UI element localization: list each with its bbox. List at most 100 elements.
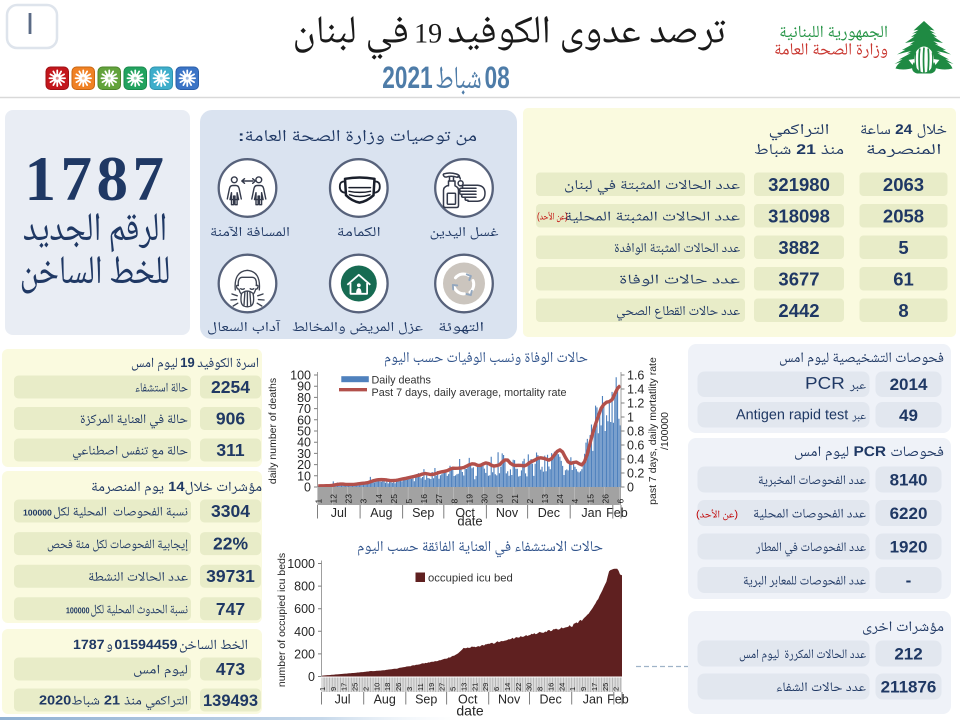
svg-text:17: 17 [590, 683, 599, 691]
svg-text:26: 26 [394, 683, 403, 691]
svg-text:Jan: Jan [583, 693, 603, 707]
svg-text:3: 3 [359, 499, 369, 504]
svg-text:Dec: Dec [538, 506, 560, 520]
svg-text:9: 9 [579, 687, 588, 691]
svg-text:139493: 139493 [203, 692, 258, 710]
svg-text:/100000: /100000 [659, 412, 671, 450]
svg-text:date: date [456, 703, 483, 719]
svg-text:0: 0 [308, 670, 315, 684]
svg-text:2254: 2254 [211, 377, 250, 397]
svg-text:Jul: Jul [335, 693, 351, 707]
svg-text:past 7 days, daily mortatlity: past 7 days, daily mortatlity rate [647, 357, 659, 505]
svg-text:80: 80 [297, 391, 311, 405]
svg-text:473: 473 [216, 659, 245, 679]
svg-text:3304: 3304 [211, 501, 250, 521]
svg-text:600: 600 [294, 602, 315, 616]
svg-text:Sep: Sep [412, 506, 434, 520]
svg-text:8: 8 [536, 687, 545, 691]
svg-text:25: 25 [601, 683, 610, 691]
svg-text:400: 400 [294, 625, 315, 639]
svg-text:906: 906 [216, 409, 245, 429]
svg-text:20: 20 [297, 458, 311, 472]
svg-text:26: 26 [600, 494, 610, 504]
svg-text:1.6: 1.6 [627, 369, 644, 383]
svg-text:6: 6 [492, 687, 501, 691]
svg-text:1000: 1000 [287, 557, 315, 571]
svg-text:212: 212 [894, 645, 922, 664]
svg-text:8: 8 [898, 300, 908, 321]
svg-text:Feb: Feb [607, 693, 629, 707]
svg-text:Nov: Nov [496, 506, 519, 520]
svg-text:22%: 22% [213, 534, 248, 554]
svg-text:25: 25 [351, 683, 360, 691]
svg-text:5: 5 [449, 687, 458, 691]
svg-text:1: 1 [313, 499, 323, 504]
svg-text:16: 16 [419, 494, 429, 504]
svg-text:12: 12 [329, 494, 339, 504]
svg-text:Aug: Aug [370, 506, 392, 520]
svg-text:100: 100 [290, 369, 311, 383]
svg-text:39731: 39731 [206, 566, 255, 586]
svg-text:60: 60 [297, 413, 311, 427]
svg-text:211876: 211876 [881, 678, 937, 697]
svg-text:10: 10 [495, 494, 505, 504]
svg-text:10: 10 [297, 469, 311, 483]
svg-text:321980: 321980 [768, 174, 830, 195]
svg-text:0.8: 0.8 [627, 425, 644, 439]
svg-text:30: 30 [297, 447, 311, 461]
svg-text:90: 90 [297, 380, 311, 394]
svg-text:30: 30 [525, 683, 534, 691]
svg-text:15: 15 [585, 494, 595, 504]
svg-text:0: 0 [627, 481, 634, 495]
svg-text:13: 13 [540, 494, 550, 504]
svg-text:40: 40 [297, 436, 311, 450]
svg-text:19: 19 [464, 494, 474, 504]
svg-text:Feb: Feb [606, 506, 628, 520]
svg-text:occupied icu bed: occupied icu bed [428, 572, 513, 584]
svg-text:311: 311 [216, 440, 244, 460]
svg-text:2058: 2058 [883, 205, 924, 226]
svg-text:4: 4 [570, 499, 580, 504]
svg-text:21: 21 [510, 494, 520, 504]
svg-text:14: 14 [374, 494, 384, 504]
svg-text:50: 50 [297, 425, 311, 439]
svg-text:1.4: 1.4 [627, 383, 644, 397]
svg-text:-: - [906, 571, 912, 590]
svg-text:5: 5 [898, 237, 908, 258]
svg-text:8: 8 [449, 499, 459, 504]
svg-text:Oct: Oct [455, 506, 475, 520]
svg-text:3882: 3882 [778, 237, 819, 258]
svg-text:27: 27 [438, 683, 447, 691]
svg-text:2: 2 [362, 687, 371, 691]
svg-text:14: 14 [503, 683, 512, 691]
svg-text:318098: 318098 [768, 205, 830, 226]
svg-text:Sep: Sep [415, 693, 437, 707]
svg-text:19: 19 [427, 683, 436, 691]
svg-text:1920: 1920 [890, 538, 928, 557]
svg-text:Nov: Nov [498, 693, 521, 707]
svg-text:2442: 2442 [778, 300, 819, 321]
svg-text:6: 6 [616, 499, 626, 504]
svg-text:13: 13 [459, 683, 468, 691]
svg-text:2063: 2063 [883, 174, 924, 195]
svg-text:number of occupied icu beds: number of occupied icu beds [276, 553, 288, 687]
svg-text:Past 7 days, daily average, mo: Past 7 days, daily average, mortality ra… [372, 387, 567, 399]
svg-text:1: 1 [568, 687, 577, 691]
svg-text:1: 1 [318, 687, 327, 691]
svg-text:2: 2 [612, 687, 621, 691]
svg-text:17: 17 [340, 683, 349, 691]
svg-text:10: 10 [372, 683, 381, 691]
svg-text:22: 22 [514, 683, 523, 691]
svg-text:21: 21 [470, 683, 479, 691]
svg-text:8140: 8140 [890, 471, 928, 490]
svg-text:61: 61 [893, 268, 914, 289]
svg-text:800: 800 [294, 580, 315, 594]
svg-text:747: 747 [216, 599, 245, 619]
svg-text:Dec: Dec [539, 693, 561, 707]
svg-text:24: 24 [557, 683, 566, 691]
svg-text:6220: 6220 [890, 504, 928, 523]
svg-text:1787: 1787 [25, 144, 169, 214]
svg-text:0.6: 0.6 [627, 439, 644, 453]
svg-text:5: 5 [404, 499, 414, 504]
svg-text:0.4: 0.4 [627, 453, 644, 467]
